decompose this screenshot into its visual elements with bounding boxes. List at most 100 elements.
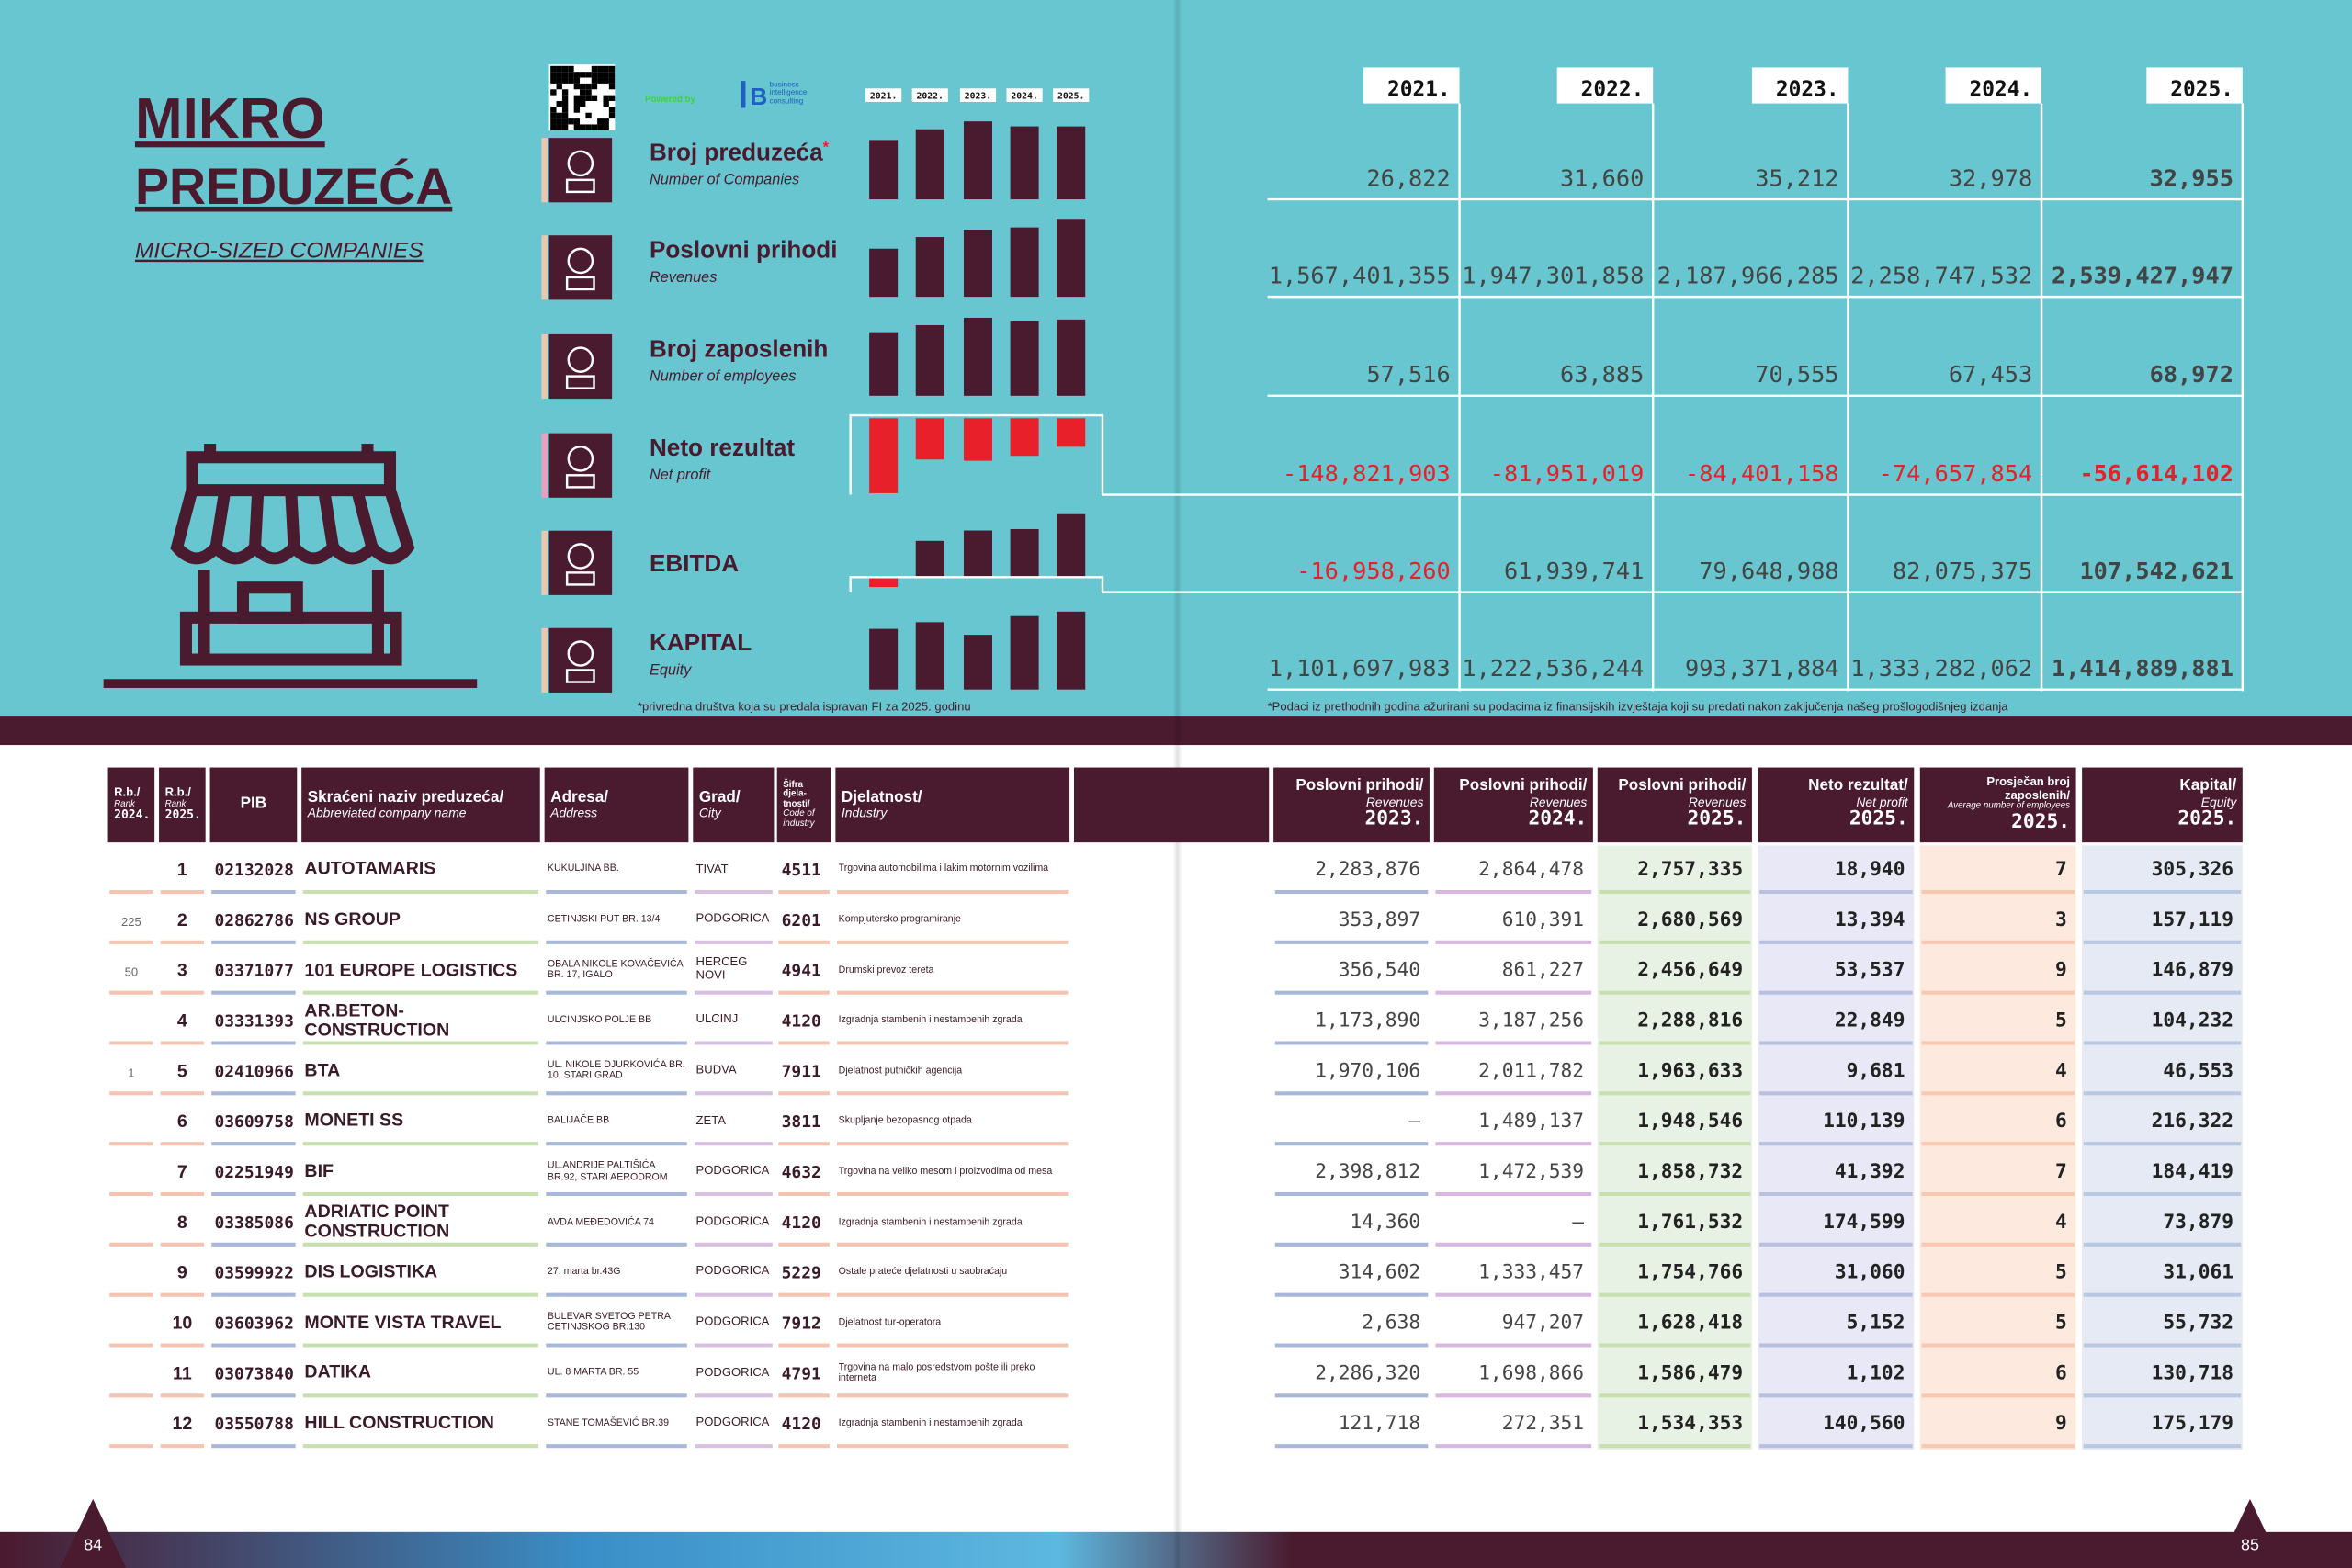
summary-value: 35,212 — [1755, 164, 1838, 191]
header-cell — [1758, 767, 1915, 843]
cell: 110,139 — [1823, 1110, 1905, 1133]
qr-cell — [561, 72, 569, 78]
cell: 216,322 — [2152, 1110, 2233, 1133]
qr-cell — [556, 65, 562, 73]
row-title-text: Neto rezultat — [650, 434, 795, 461]
cell: UL. NIKOLE DJURKOVIĆA BR. 10, STARI GRAD — [547, 1060, 685, 1082]
cell: MONETI SS — [304, 1111, 403, 1131]
qr-cell — [573, 77, 581, 84]
cell: 02132028 — [214, 861, 293, 880]
header-year: 2025. — [2011, 810, 2071, 834]
row-subtitle: Revenues — [650, 269, 717, 286]
cell: 1,489,137 — [1478, 1110, 1584, 1133]
mini-bar — [1057, 219, 1086, 298]
header-title: Šifra djela-tnosti/ — [783, 780, 810, 809]
cell: 9 — [2055, 1412, 2067, 1435]
qr-cell — [608, 107, 616, 113]
title: MIKRO — [135, 87, 325, 151]
qr-cell — [573, 107, 581, 113]
header-text: Prosječan broj zaposlenih/Average number… — [1920, 768, 2076, 843]
icon-glyph — [565, 474, 595, 489]
cell: 18,940 — [1835, 858, 1905, 881]
icon-glyph — [565, 375, 595, 389]
qr-cell — [580, 72, 586, 78]
qr-cell — [603, 77, 609, 84]
mini-bar — [915, 129, 944, 200]
header-cell — [1919, 767, 2076, 843]
icon-glyph — [567, 247, 594, 275]
cell: HILL CONSTRUCTION — [304, 1413, 493, 1433]
mini-bar — [869, 628, 899, 690]
cell: Trgovina automobilima i lakim motornim v… — [838, 863, 1049, 875]
cell: 46,553 — [2163, 1059, 2233, 1082]
cell: 146,879 — [2152, 959, 2233, 982]
cell: HERCEG NOVI — [696, 955, 748, 982]
qr-cell — [568, 72, 574, 78]
cell: 4120 — [782, 1012, 821, 1032]
summary-value: 63,885 — [1560, 361, 1644, 388]
header-text: Adresa/Address — [545, 768, 689, 843]
header-text: Skraćeni naziv preduzeća/Abbreviated com… — [308, 788, 503, 819]
icon-glyph — [565, 571, 595, 586]
cell: 03385086 — [214, 1213, 293, 1233]
header-subtitle: Revenues — [1688, 794, 1747, 810]
mini-year: 2024. — [1011, 92, 1037, 102]
header-cell — [1597, 767, 1752, 843]
header-text: Šifra djela-tnosti/Code of industry — [783, 780, 814, 829]
cell: 121,718 — [1339, 1412, 1420, 1435]
cell: UL. 8 MARTA BR. 55 — [548, 1368, 639, 1378]
header-cell — [835, 767, 1070, 843]
cell: AVDA MEĐEDOVIĆA 74 — [547, 1216, 654, 1227]
summary-value: 993,371,884 — [1685, 655, 1839, 682]
cell: DIS LOGISTIKA — [304, 1260, 438, 1282]
qr-cell — [561, 107, 569, 113]
cell: 140,560 — [1823, 1412, 1905, 1435]
summary-value: 32,955 — [2150, 164, 2233, 191]
qr-cell — [556, 83, 562, 90]
qr-cell — [597, 72, 604, 78]
header-text: Grad/City — [699, 788, 741, 819]
mini-bar — [915, 324, 944, 396]
header-title: Neto rezultat/ — [1808, 777, 1908, 795]
cell: Djelatnost tur-operatora — [838, 1317, 942, 1328]
cell: Djelatnost tur-operatora — [838, 1317, 942, 1328]
cell: – — [1408, 1110, 1420, 1133]
powered-by: Powered by — [645, 95, 695, 105]
qr-cell — [550, 89, 557, 96]
cell: ZETA — [695, 1112, 726, 1127]
qr-cell — [561, 95, 569, 101]
cell: UL.ANDRIJE PALTIŠIĆA BR.92, STARI AERODR… — [548, 1161, 668, 1182]
qr-cell — [561, 118, 569, 125]
year-header: 2022. — [1581, 77, 1645, 101]
qr-cell — [568, 118, 574, 125]
qr-cell — [568, 65, 574, 73]
qr-cell — [550, 65, 557, 73]
qr-cell — [591, 95, 598, 101]
cell: CETINJSKI PUT BR. 13/4 — [547, 914, 661, 925]
qr-cell — [603, 100, 609, 107]
row-title: EBITDA — [650, 549, 739, 577]
qr-cell — [603, 118, 609, 125]
cell: CETINJSKI PUT BR. 13/4 — [547, 914, 661, 925]
cell: PODGORICA — [696, 1314, 770, 1327]
mini-bar — [1010, 418, 1039, 457]
icon-glyph — [565, 276, 595, 291]
qr-cell — [580, 83, 586, 90]
icon-accent — [541, 627, 548, 693]
cell: OBALA NIKOLE KOVAČEVIĆA BR. 17, IGALO — [547, 959, 684, 981]
qr-cell — [585, 112, 592, 119]
qr-cell — [580, 100, 586, 107]
icon-accent — [541, 530, 548, 595]
footnote: *privredna društva koja su predala ispra… — [638, 700, 971, 714]
cell: Trgovina automobilima i lakim motornim v… — [838, 863, 1049, 875]
cell: 1,534,353 — [1637, 1412, 1743, 1435]
cell: DATIKA — [304, 1361, 371, 1383]
cell: STANE TOMAŠEVIĆ BR.39 — [547, 1417, 670, 1429]
icon-glyph — [567, 346, 594, 373]
cell: 27. marta br.43G — [548, 1267, 621, 1277]
cell: MONTE VISTA TRAVEL — [304, 1312, 501, 1332]
